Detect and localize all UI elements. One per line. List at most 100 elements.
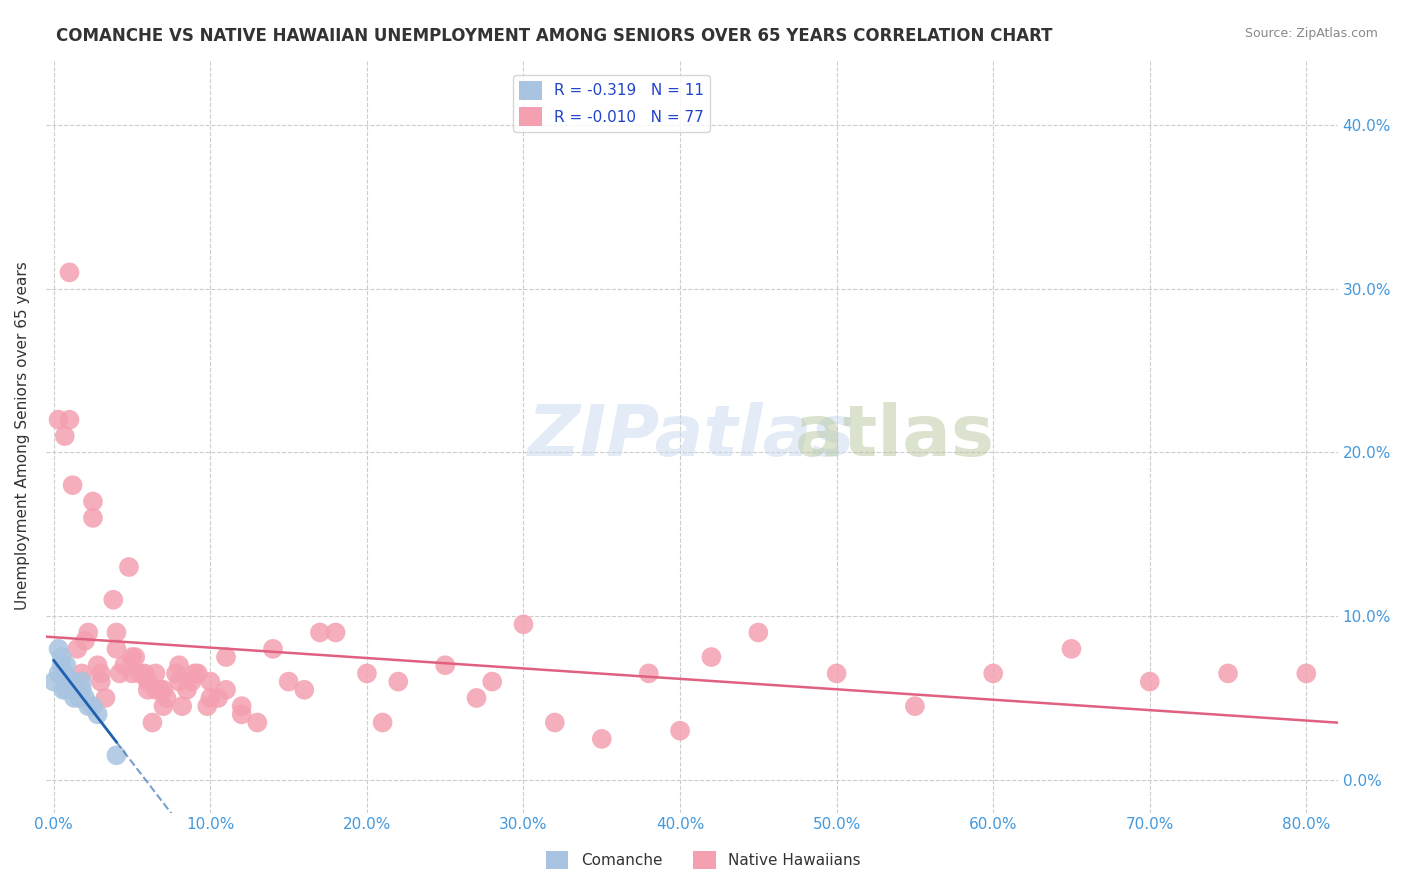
Point [1216,666,1239,681]
Point [48,641,70,656]
Point [82,699,104,714]
Point [52,682,75,697]
Point [434,658,457,673]
Point [48,666,70,681]
Point [75,633,97,648]
Point [231,707,253,722]
Point [55,658,77,673]
Point [53,429,76,443]
Point [141,715,163,730]
Point [356,666,378,681]
Point [51,650,73,665]
Point [94,690,117,705]
Point [904,699,927,714]
Point [155,690,177,705]
Point [200,674,222,689]
Point [246,715,269,730]
Point [90,666,112,681]
Point [981,666,1004,681]
Point [152,682,174,697]
Point [544,715,567,730]
Point [1139,674,1161,689]
Point [747,625,769,640]
Point [215,650,238,665]
Point [55,682,77,697]
Point [825,666,848,681]
Point [465,690,488,705]
Point [77,699,100,714]
Point [215,682,238,697]
Point [165,666,187,681]
Point [231,699,253,714]
Point [58,265,80,279]
Point [42,674,65,689]
Point [134,666,156,681]
Point [66,682,89,697]
Point [82,494,104,508]
Point [121,666,143,681]
Text: ZIPatlas: ZIPatlas [529,401,855,471]
Point [103,592,125,607]
Point [183,666,205,681]
Point [112,658,135,673]
Point [105,625,128,640]
Point [58,674,80,689]
Point [195,699,218,714]
Legend: Comanche, Native Hawaiians: Comanche, Native Hawaiians [540,845,866,875]
Text: COMANCHE VS NATIVE HAWAIIAN UNEMPLOYMENT AMONG SENIORS OVER 65 YEARS CORRELATION: COMANCHE VS NATIVE HAWAIIAN UNEMPLOYMENT… [56,27,1053,45]
Point [67,690,90,705]
Point [145,666,167,681]
Point [207,690,229,705]
Point [176,682,198,697]
Point [86,707,108,722]
Point [82,511,104,525]
Point [180,674,202,689]
Point [1295,666,1317,681]
Point [75,690,97,705]
Text: atlas: atlas [796,401,995,471]
Point [118,560,141,574]
Point [124,650,146,665]
Point [136,682,159,697]
Point [149,682,172,697]
Point [63,690,86,705]
Point [136,674,159,689]
Point [172,699,194,714]
Point [167,674,190,689]
Point [51,658,73,673]
Point [129,666,152,681]
Point [387,674,409,689]
Point [70,682,93,697]
Point [70,674,93,689]
Legend: R = -0.319   N = 11, R = -0.010   N = 77: R = -0.319 N = 11, R = -0.010 N = 77 [513,75,710,132]
Point [53,666,76,681]
Point [66,641,89,656]
Point [591,731,613,746]
Point [152,699,174,714]
Point [48,413,70,427]
Point [58,413,80,427]
Point [292,682,315,697]
Point [167,658,190,673]
Point [512,617,534,632]
Point [309,625,332,640]
Point [325,625,347,640]
Point [108,666,131,681]
Point [145,682,167,697]
Point [637,666,659,681]
Point [262,641,284,656]
Point [105,748,128,763]
Point [1060,641,1083,656]
Point [62,478,84,492]
Point [86,658,108,673]
Point [121,650,143,665]
Point [70,666,93,681]
Point [277,674,299,689]
Point [669,723,692,738]
Point [700,650,723,665]
Y-axis label: Unemployment Among Seniors over 65 years: Unemployment Among Seniors over 65 years [15,261,30,610]
Point [187,666,209,681]
Point [481,674,503,689]
Point [77,625,100,640]
Point [200,690,222,705]
